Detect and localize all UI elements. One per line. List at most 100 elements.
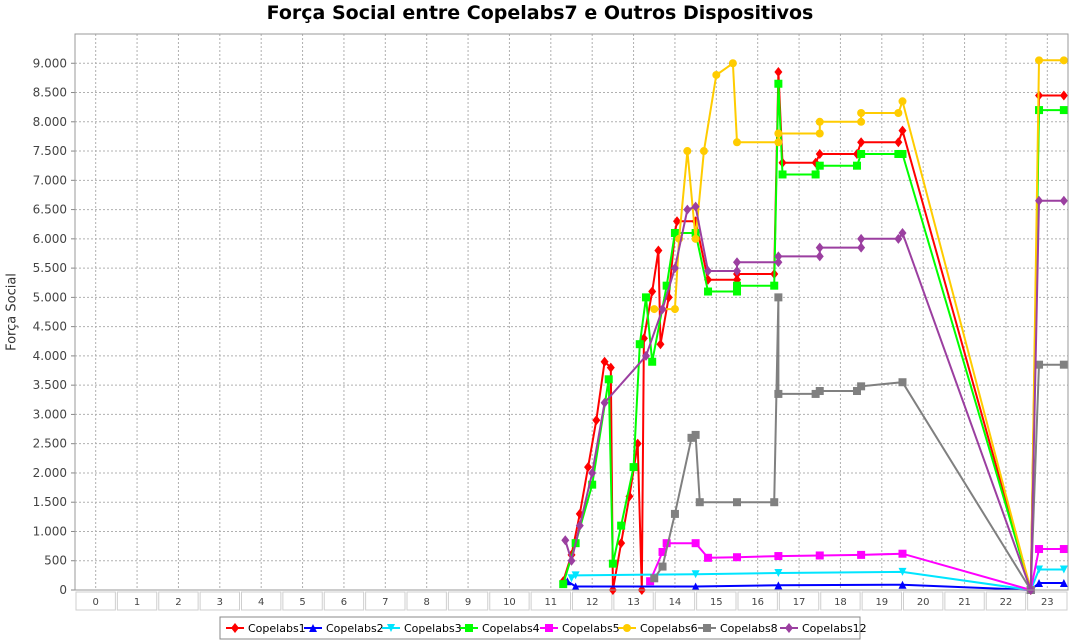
data-point: [584, 462, 593, 473]
x-tick-label: 8: [424, 597, 430, 608]
data-point: [670, 263, 679, 274]
x-tick-label: 19: [875, 597, 888, 608]
legend: Copelabs1 Copelabs2 Copelabs3 Copelabs4 Cope…: [219, 616, 867, 640]
data-point: [600, 397, 609, 408]
x-tick-box: [820, 591, 861, 611]
legend-label: Copelabs2: [326, 622, 384, 635]
data-point: [662, 281, 671, 290]
data-point: [567, 574, 576, 583]
data-point: [733, 498, 741, 507]
data-point: [774, 293, 783, 302]
y-tick-label: 7.000: [33, 173, 67, 187]
y-tick-label: 2.500: [33, 437, 67, 451]
x-tick-box: [282, 591, 323, 611]
x-tick-label: 15: [710, 597, 723, 608]
data-point: [658, 304, 667, 315]
data-point: [857, 117, 866, 126]
x-tick-label: 1: [134, 597, 140, 608]
y-tick-label: 9.000: [33, 56, 67, 70]
data-point: [670, 305, 679, 314]
data-point: [733, 553, 741, 562]
x-tick-label: 18: [834, 597, 847, 608]
series-line: [653, 297, 1064, 594]
data-point: [604, 375, 613, 384]
y-tick-label: 6.500: [33, 203, 67, 217]
legend-marker: [785, 623, 793, 633]
data-point: [691, 539, 700, 548]
data-point: [770, 281, 779, 290]
data-point: [894, 149, 903, 158]
legend-item: Copelabs4: [460, 622, 540, 635]
series-layer: [559, 56, 1068, 595]
data-point: [641, 293, 650, 302]
data-point: [857, 233, 866, 244]
data-point: [857, 550, 866, 559]
x-tick-label: 22: [1000, 597, 1013, 608]
data-point: [774, 569, 783, 578]
legend-item: Copelabs2: [304, 622, 384, 635]
legend-label: Copelabs6: [640, 622, 698, 635]
data-point: [815, 242, 824, 253]
x-tick-label: 11: [544, 597, 557, 608]
data-point: [1035, 545, 1044, 554]
legend-marker: [309, 624, 317, 632]
data-point: [1059, 565, 1068, 574]
data-point: [898, 149, 907, 158]
data-point: [650, 574, 659, 583]
data-point: [774, 251, 783, 262]
data-point: [774, 129, 783, 138]
y-tick-label: 0: [59, 583, 67, 597]
x-tick-box: [116, 591, 158, 611]
data-point: [811, 170, 820, 179]
x-tick-box: [944, 591, 985, 611]
data-point: [617, 521, 626, 530]
data-point: [673, 216, 682, 227]
data-point: [654, 245, 663, 256]
y-tick-label: 8.500: [33, 86, 67, 100]
x-tick-box: [613, 591, 654, 611]
data-point: [629, 463, 638, 472]
series-copelabs12: [561, 195, 1068, 595]
data-point: [1059, 56, 1068, 65]
data-point: [695, 498, 704, 507]
data-point: [712, 70, 721, 79]
data-point: [898, 97, 907, 106]
data-point: [733, 287, 741, 296]
data-point: [857, 242, 866, 253]
data-point: [658, 547, 667, 556]
data-point: [898, 549, 907, 558]
data-point: [588, 480, 597, 489]
x-tick-box: [158, 591, 199, 611]
legend-label: Copelabs1: [248, 622, 306, 635]
legend-marker: [387, 624, 395, 632]
data-point: [898, 567, 907, 576]
x-tick-box: [985, 591, 1027, 611]
data-point: [571, 571, 580, 580]
data-point: [646, 577, 655, 586]
data-point: [617, 538, 626, 549]
y-tick-label: 6.000: [33, 232, 67, 246]
data-point: [1035, 195, 1044, 206]
data-point: [641, 350, 650, 361]
y-tick-label: 5.000: [33, 290, 67, 304]
legend-item: Copelabs6: [618, 622, 698, 635]
x-tick-label: 5: [299, 597, 305, 608]
series-copelabs6: [650, 56, 1068, 594]
data-point: [815, 551, 824, 560]
data-point: [774, 581, 783, 590]
chart-title: Força Social entre Copelabs7 e Outros Di…: [266, 2, 814, 24]
data-point: [575, 520, 584, 531]
x-tick-box: [489, 591, 530, 611]
y-tick-label: 5.500: [33, 261, 67, 275]
data-point: [606, 362, 615, 373]
legend-marker: [231, 623, 239, 633]
x-tick-label: 13: [627, 597, 640, 608]
data-point: [687, 433, 696, 442]
y-tick-label: 2.000: [33, 466, 67, 480]
x-tick-box: [447, 591, 489, 611]
legend-label: Copelabs12: [802, 622, 867, 635]
legend-item: Copelabs3: [382, 622, 462, 635]
data-point: [815, 161, 824, 170]
series-line: [562, 71, 1064, 591]
